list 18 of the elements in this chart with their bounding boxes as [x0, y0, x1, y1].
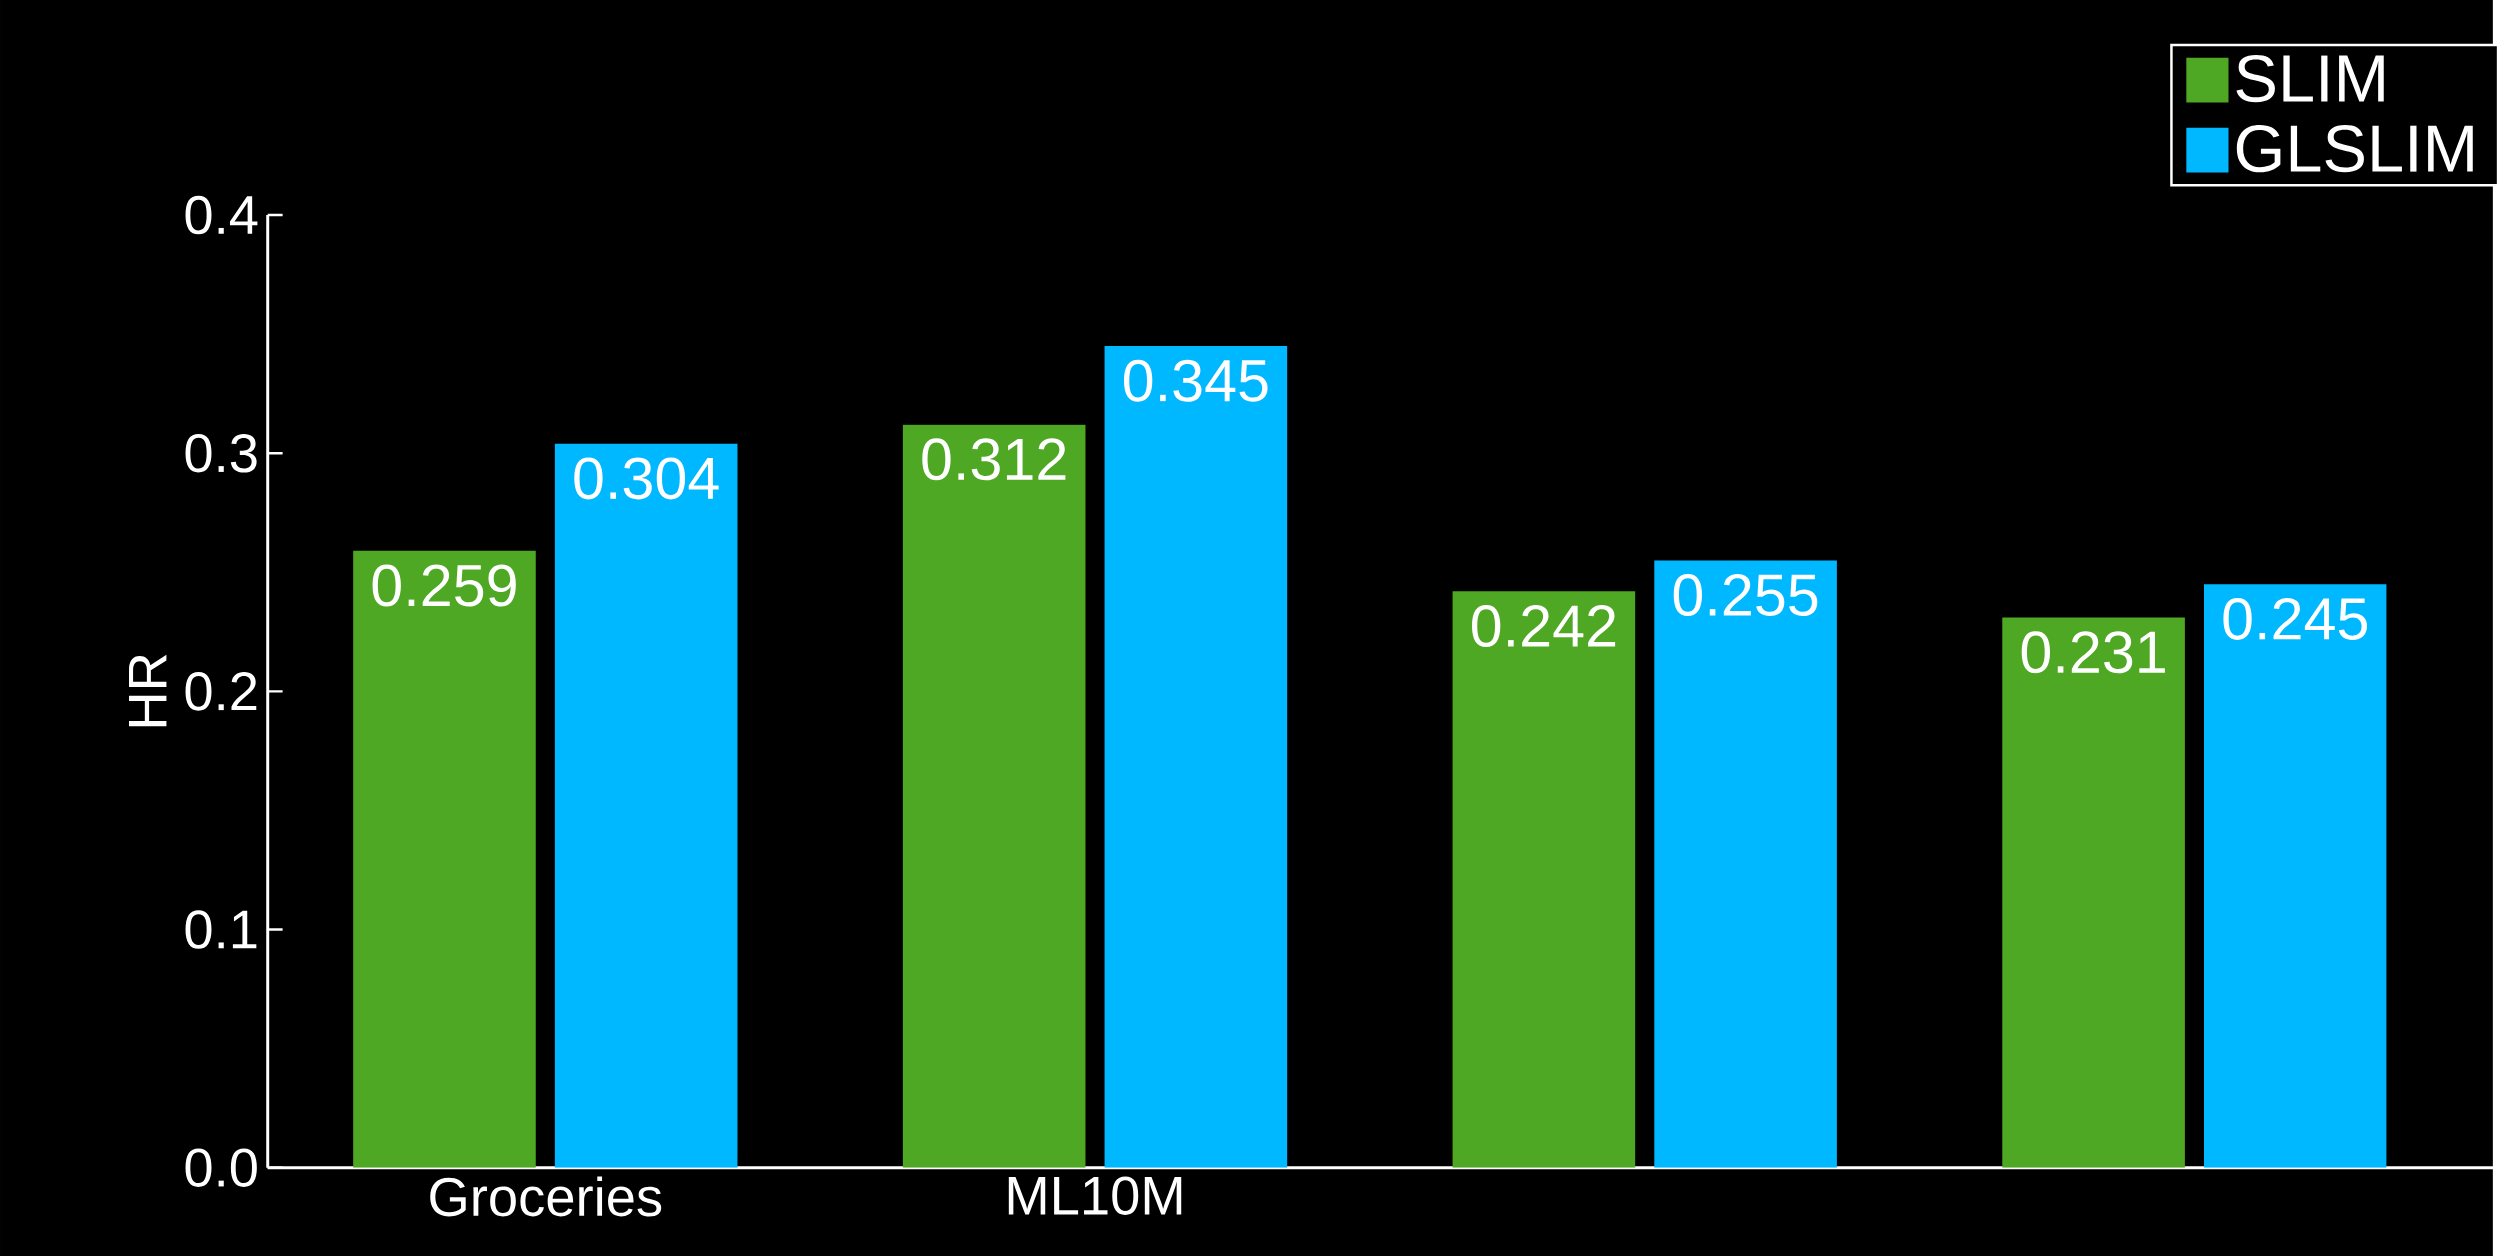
legend-label: GLSLIM: [2236, 124, 2473, 173]
y-tick-label: 0.2: [185, 671, 257, 711]
legend-label: SLIM: [2236, 54, 2384, 103]
y-axis-title: HR: [129, 654, 167, 727]
y-tick-label: 0.0: [185, 1148, 257, 1187]
data-label: 0.242: [1471, 604, 1616, 647]
y-tick-label: 0.3: [185, 433, 257, 473]
data-label: 0.255: [1673, 573, 1818, 616]
data-label: 0.231: [2021, 631, 2165, 674]
x-tick-label: Groceries: [430, 1176, 662, 1217]
y-tick-label: 0.1: [185, 910, 257, 949]
data-label: 0.259: [372, 564, 516, 607]
data-label: 0.304: [574, 457, 719, 500]
data-label: 0.345: [1123, 359, 1268, 402]
data-label: 0.312: [922, 438, 1066, 481]
data-label: 0.245: [2223, 597, 2368, 640]
y-tick-label: 0.4: [185, 195, 258, 235]
x-tick-label: ML10M: [1008, 1176, 1182, 1215]
